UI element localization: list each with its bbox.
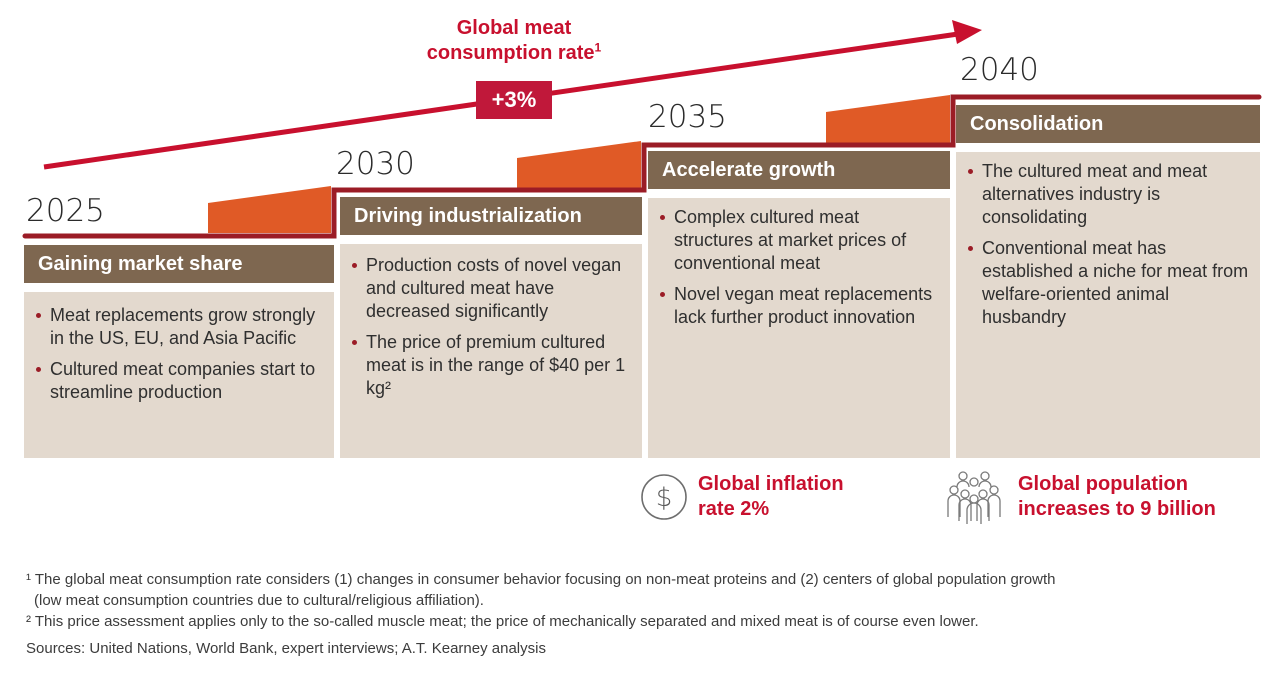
fact-inflation-line1: Global inflation xyxy=(698,473,844,495)
phase-header-2035: Accelerate growth xyxy=(648,151,950,189)
bullet-item: The cultured meat and meat alternatives … xyxy=(966,160,1250,229)
footnote-marker: 1 xyxy=(594,40,602,55)
fact-population-line1: Global population xyxy=(1018,473,1188,495)
year-label-2025: 2025 xyxy=(26,193,105,229)
fact-population-line2: increases to 9 billion xyxy=(1018,498,1216,520)
bullet-dot xyxy=(352,340,357,345)
population-icon xyxy=(947,471,1001,524)
stair-line xyxy=(22,94,1262,239)
year-label-2040: 2040 xyxy=(960,52,1039,88)
phase-bullets-2030: Production costs of novel vegan and cult… xyxy=(350,254,632,400)
bullet-item: Meat replacements grow strongly in the U… xyxy=(34,304,324,350)
footnote-1-line1: ¹ The global meat consumption rate consi… xyxy=(26,571,1056,588)
bullet-item: Cultured meat companies start to streaml… xyxy=(34,358,324,404)
dollar-icon: $ xyxy=(641,474,687,520)
consumption-title-line2: consumption rate xyxy=(426,42,595,64)
bullet-dot xyxy=(660,215,665,220)
phase-header-2025: Gaining market share xyxy=(24,245,334,283)
bullet-item: Complex cultured meat structures at mark… xyxy=(658,206,940,275)
fact-inflation-line2: rate 2% xyxy=(698,498,770,520)
growth-wedge-2035 xyxy=(826,95,950,143)
bullet-item: Novel vegan meat replacements lack furth… xyxy=(658,283,940,329)
bullet-item: Production costs of novel vegan and cult… xyxy=(350,254,632,323)
phase-body-2035: Complex cultured meat structures at mark… xyxy=(648,198,950,458)
bullet-dot xyxy=(968,246,973,251)
growth-wedge-2030 xyxy=(517,141,641,188)
year-label-2035: 2035 xyxy=(648,99,727,135)
consumption-rate-badge: +3% xyxy=(476,81,552,119)
fact-inflation: Global inflation rate 2% xyxy=(698,472,844,522)
footnotes: ¹ The global meat consumption rate consi… xyxy=(26,569,1266,659)
phase-body-2030: Production costs of novel vegan and cult… xyxy=(340,244,642,458)
phase-body-2025: Meat replacements grow strongly in the U… xyxy=(24,292,334,458)
consumption-arrowhead xyxy=(952,20,982,44)
growth-wedge-2025 xyxy=(208,186,331,233)
phase-bullets-2035: Complex cultured meat structures at mark… xyxy=(658,206,940,329)
footnote-2: ² This price assessment applies only to … xyxy=(26,613,979,630)
phase-bullets-2040: The cultured meat and meat alternatives … xyxy=(966,160,1250,329)
phase-body-2040: The cultured meat and meat alternatives … xyxy=(956,152,1260,458)
consumption-title-line1: Global meat xyxy=(456,17,572,39)
bullet-dot xyxy=(36,313,41,318)
phase-header-2040: Consolidation xyxy=(956,105,1260,143)
phase-header-2030: Driving industrialization xyxy=(340,197,642,235)
fact-population: Global population increases to 9 billion xyxy=(1018,472,1216,522)
bullet-dot xyxy=(968,169,973,174)
phase-bullets-2025: Meat replacements grow strongly in the U… xyxy=(34,304,324,404)
svg-text:$: $ xyxy=(656,483,673,513)
bullet-dot xyxy=(660,292,665,297)
sources: Sources: United Nations, World Bank, exp… xyxy=(26,640,546,657)
consumption-rate-title: Global meat consumption rate1 xyxy=(404,16,624,66)
footnote-1-line2: (low meat consumption countries due to c… xyxy=(34,592,484,609)
bullet-item: Conventional meat has established a nich… xyxy=(966,237,1250,329)
bullet-item: The price of premium cultured meat is in… xyxy=(350,331,632,400)
bullet-dot xyxy=(352,263,357,268)
year-label-2030: 2030 xyxy=(336,146,415,182)
bullet-dot xyxy=(36,367,41,372)
